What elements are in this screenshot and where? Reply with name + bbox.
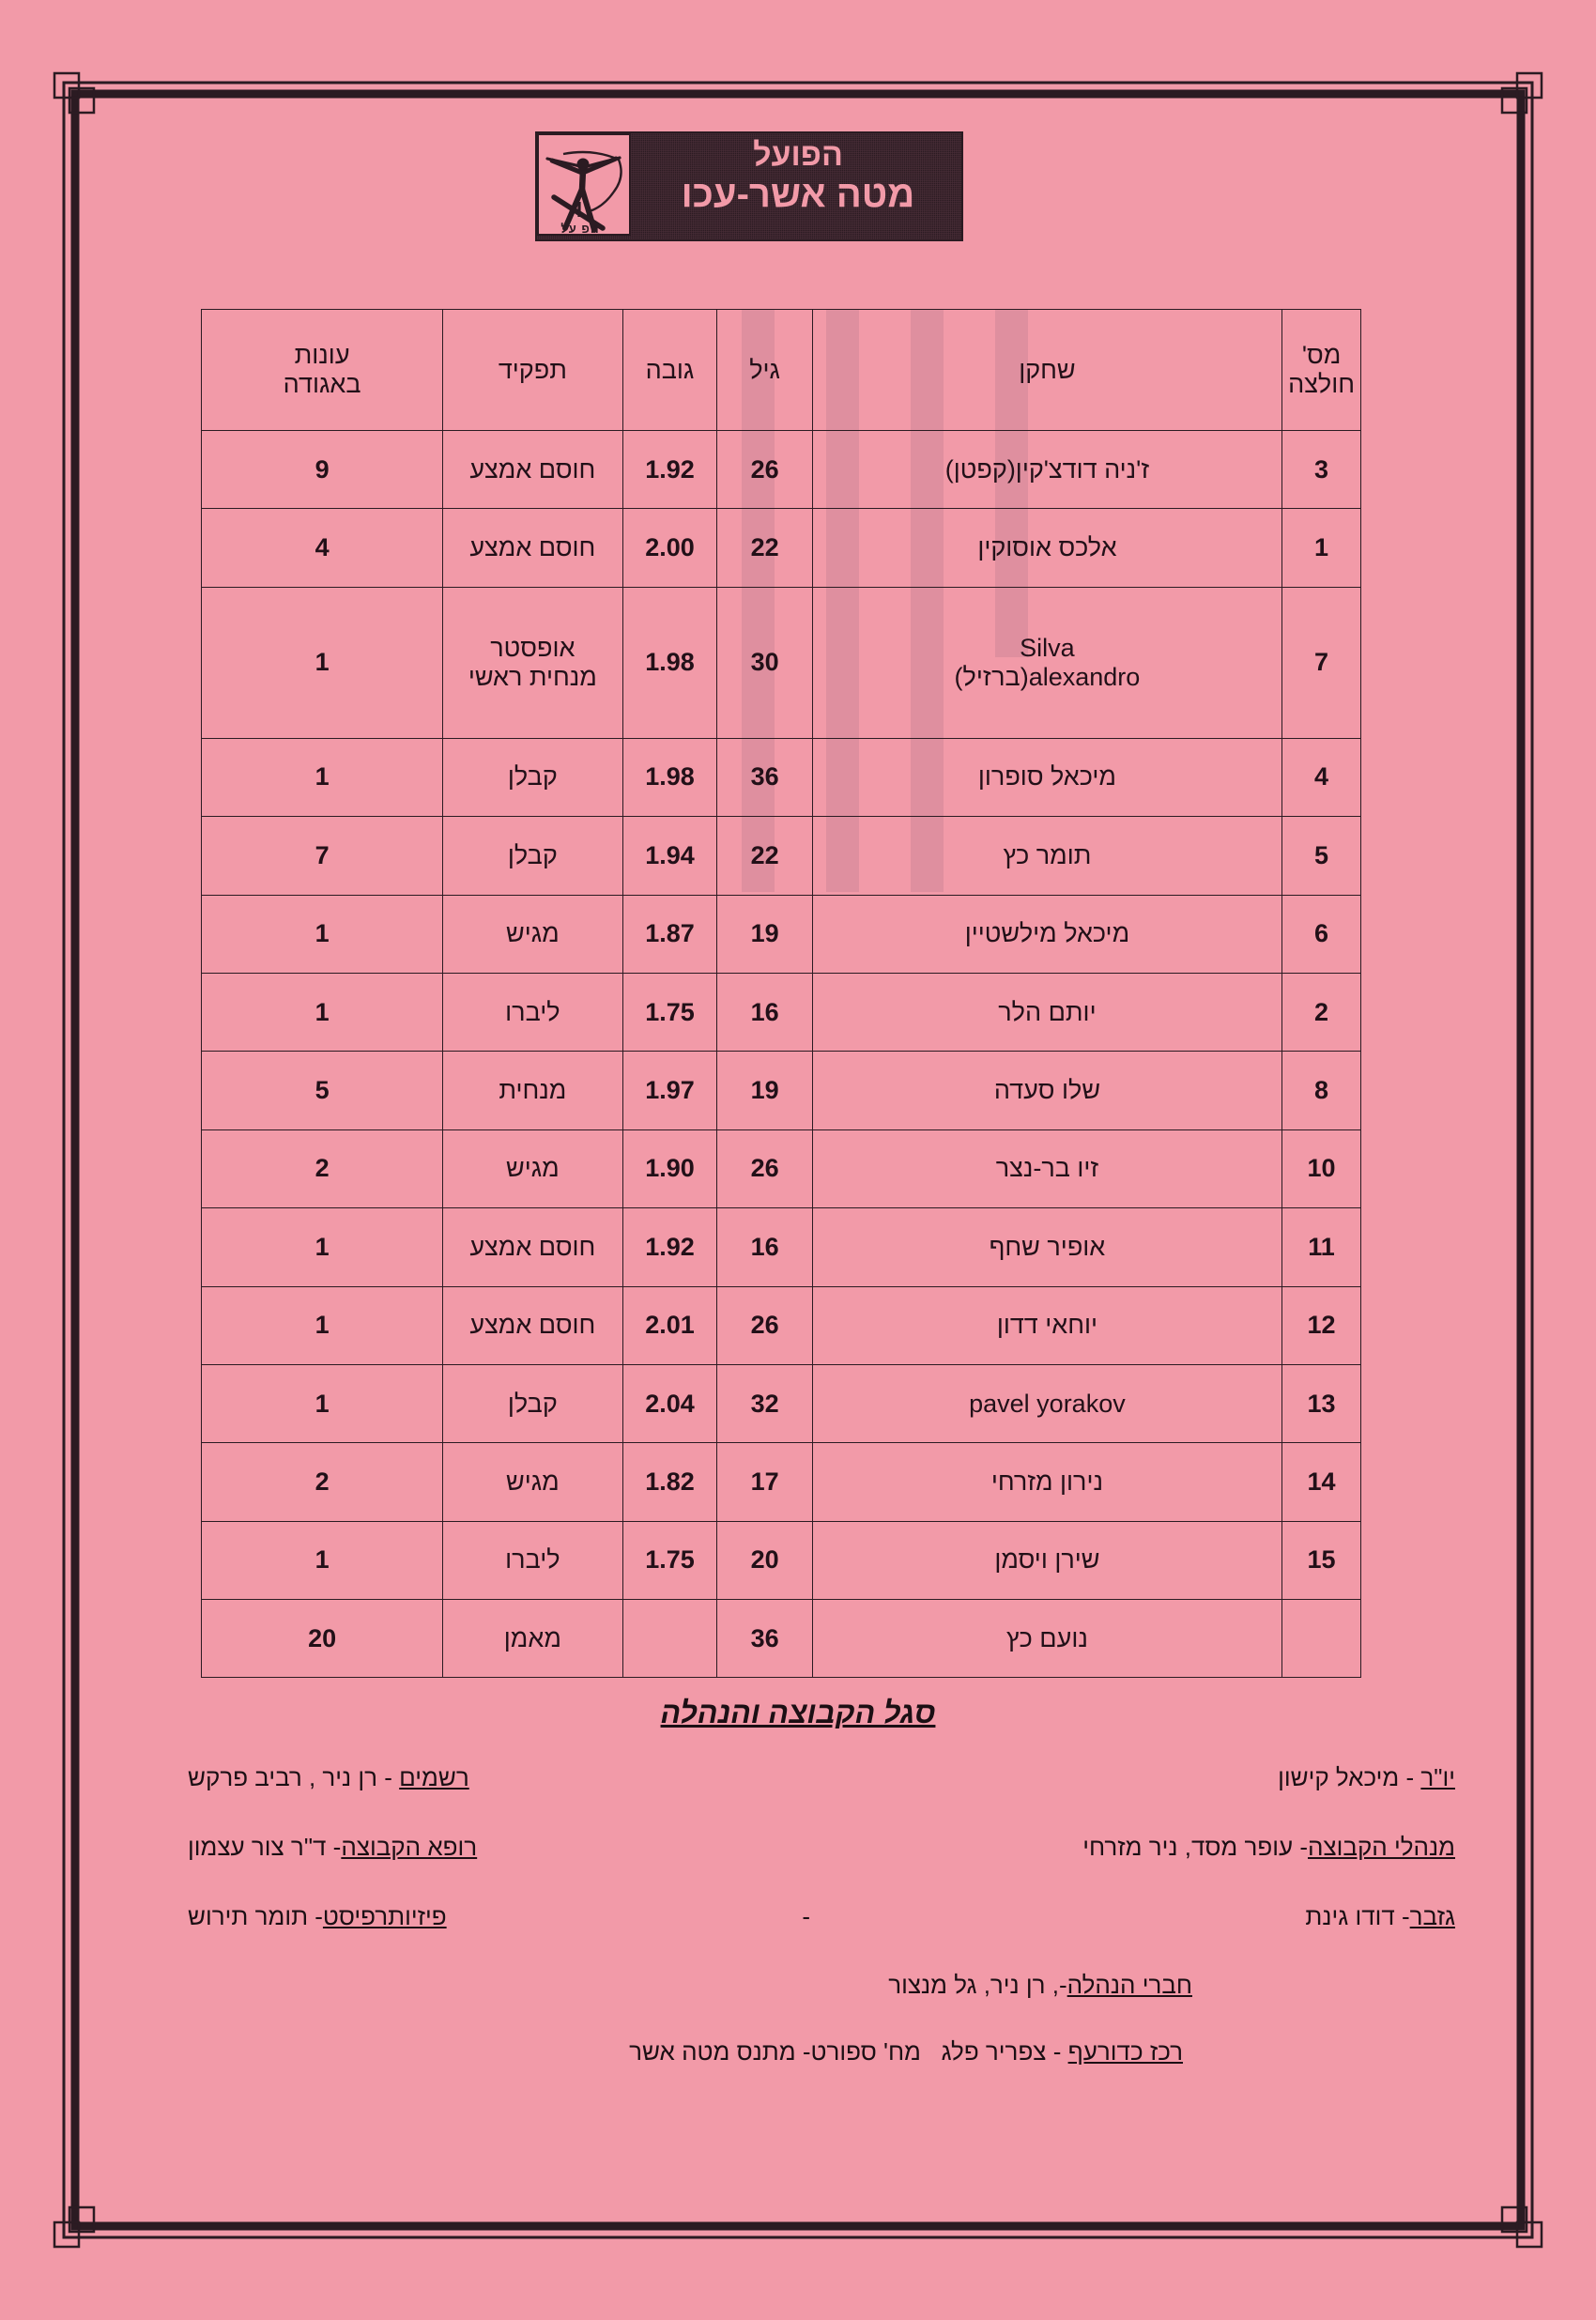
svg-text:הפ על: הפ על	[560, 222, 599, 236]
